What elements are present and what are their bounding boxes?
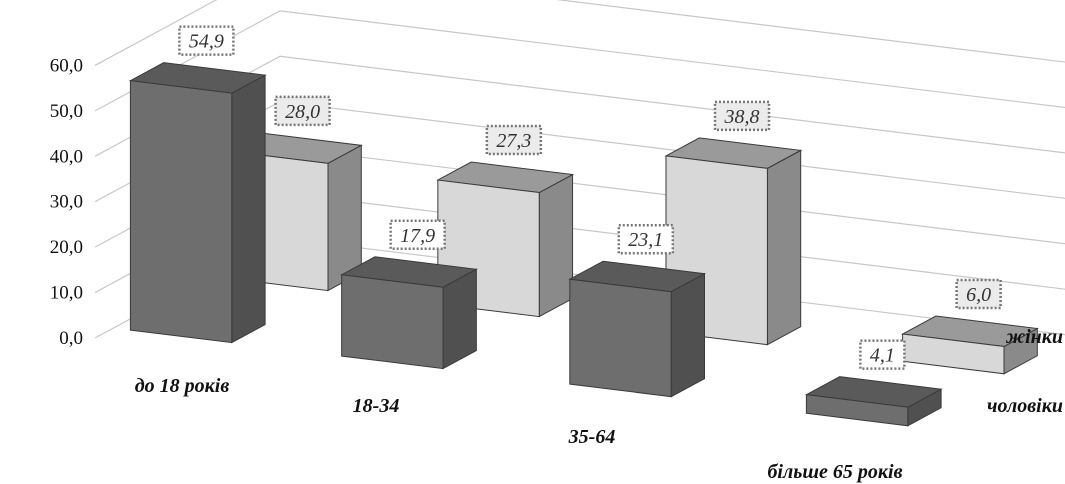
data-label-text: 6,0 xyxy=(966,284,991,306)
data-label-text: 54,9 xyxy=(189,31,224,53)
bar-side-face xyxy=(670,272,705,398)
y-tick-label: 40,0 xyxy=(50,146,83,167)
data-label: 23,1 xyxy=(617,223,675,255)
bar-front-face xyxy=(129,80,233,344)
bar xyxy=(804,376,943,427)
y-tick-label: 0,0 xyxy=(59,328,83,349)
bars xyxy=(128,62,1039,427)
data-label: 28,0 xyxy=(274,95,331,127)
data-label: 17,9 xyxy=(389,219,446,251)
data-label-box xyxy=(955,278,1002,310)
data-label: 27,3 xyxy=(485,124,543,156)
category-label: до 18 років xyxy=(135,375,230,397)
data-label-box xyxy=(274,95,331,127)
data-label-box xyxy=(859,339,906,370)
data-label: 54,9 xyxy=(178,25,235,56)
category-label: 18-34 xyxy=(353,395,400,417)
bar xyxy=(128,62,267,344)
series-label: чоловіки xyxy=(987,395,1063,417)
bar-front-face xyxy=(569,278,672,398)
bar-side-face xyxy=(538,173,574,318)
y-axis-ticks: 0,0 10,0 20,0 30,0 40,0 50,0 60,0 xyxy=(50,55,83,349)
data-label: 38,8 xyxy=(713,100,771,132)
y-tick-label: 50,0 xyxy=(50,101,83,122)
bar-side-face xyxy=(231,74,266,344)
data-label-box xyxy=(485,124,543,156)
data-label-box xyxy=(389,219,446,251)
y-tick-label: 10,0 xyxy=(50,283,83,304)
category-label: 35-64 xyxy=(568,426,616,448)
bar xyxy=(900,315,1039,375)
y-tick-label: 20,0 xyxy=(50,237,83,258)
data-labels: 28,0 27,3 38,8 6,0 54,9 17,9 23,1 4,1 xyxy=(178,25,1002,370)
data-label-text: 4,1 xyxy=(870,345,895,367)
y-tick-label: 60,0 xyxy=(50,55,83,76)
data-label-box xyxy=(713,100,771,132)
bar-front-face xyxy=(341,274,444,370)
data-label: 6,0 xyxy=(955,278,1002,310)
bar xyxy=(340,256,478,370)
gridline xyxy=(94,0,1065,66)
bar xyxy=(568,260,707,398)
data-label-text: 17,9 xyxy=(400,225,435,247)
data-label-text: 27,3 xyxy=(496,130,531,152)
category-label: більше 65 років xyxy=(767,461,902,483)
data-label-box xyxy=(178,25,235,56)
axis-labels: до 18 років 18-34 35-64 більше 65 років чоло… xyxy=(135,326,1063,483)
data-label-box xyxy=(617,223,675,255)
data-label-text: 28,0 xyxy=(285,101,320,123)
y-tick-label: 30,0 xyxy=(50,192,83,213)
bar-side-face xyxy=(766,149,802,346)
data-label-text: 23,1 xyxy=(628,229,663,251)
bar-front-face xyxy=(805,394,909,427)
data-label-text: 38,8 xyxy=(724,106,760,128)
series-label: жінки xyxy=(1005,326,1063,348)
data-label: 4,1 xyxy=(859,339,906,370)
